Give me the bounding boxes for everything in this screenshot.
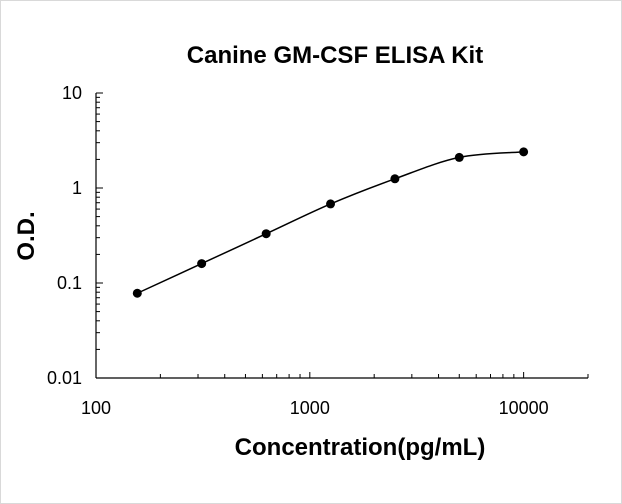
y-tick-label: 1 bbox=[72, 178, 82, 198]
data-point bbox=[197, 259, 207, 269]
data-point bbox=[454, 152, 464, 162]
y-tick-label: 10 bbox=[62, 83, 82, 103]
data-point bbox=[326, 199, 336, 209]
chart-title: Canine GM-CSF ELISA Kit bbox=[187, 42, 483, 69]
axis-ticks bbox=[95, 92, 589, 379]
y-tick-label: 0.01 bbox=[47, 368, 82, 388]
axes bbox=[95, 93, 588, 379]
x-axis-label: Concentration(pg/mL) bbox=[235, 434, 486, 461]
data-point bbox=[519, 147, 529, 157]
data-point bbox=[132, 288, 142, 298]
x-tick-label: 100 bbox=[81, 398, 111, 418]
data-point bbox=[390, 174, 400, 184]
y-axis-label: O.D. bbox=[13, 211, 40, 260]
x-tick-label: 1000 bbox=[290, 398, 330, 418]
x-tick-label: 10000 bbox=[499, 398, 549, 418]
y-tick-label: 0.1 bbox=[57, 273, 82, 293]
data-point bbox=[261, 229, 271, 239]
tick-labels: 100 1000 10000 10 1 0.1 0.01 bbox=[47, 83, 549, 418]
data-points bbox=[132, 147, 529, 298]
fitted-curve bbox=[136, 151, 524, 294]
